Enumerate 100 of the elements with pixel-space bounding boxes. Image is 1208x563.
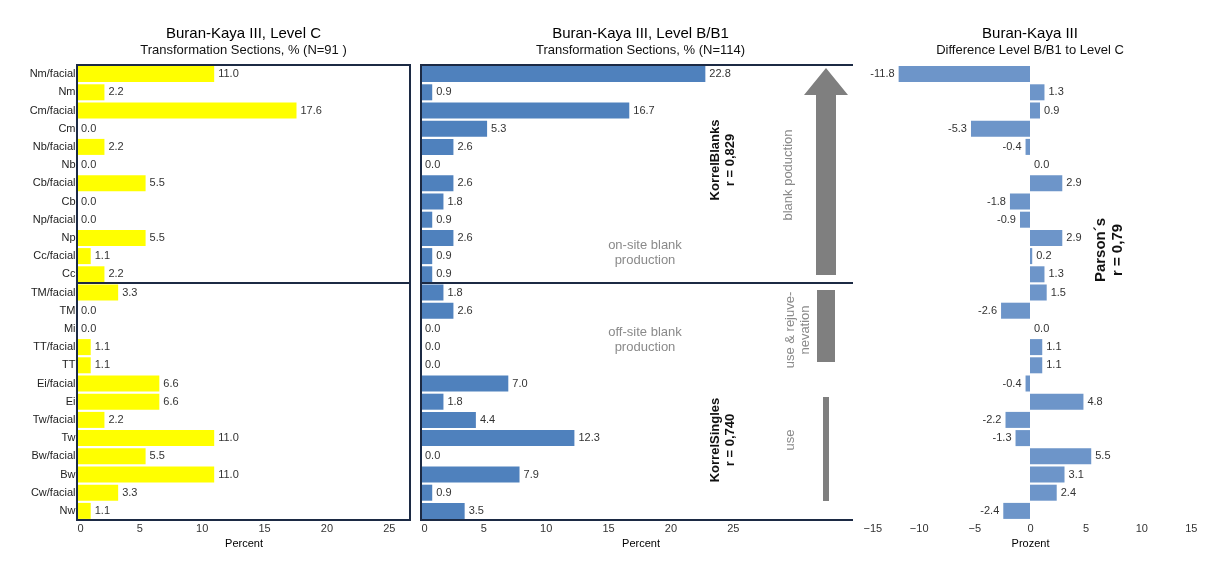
x-tick-label: 25 [727,521,740,534]
bar [77,484,119,501]
annotation: on-site blank production [608,237,683,267]
data-label: 2.6 [457,176,473,189]
data-label: 12.3 [578,431,600,444]
data-label: 0.0 [425,340,441,353]
data-label: 1.8 [447,194,463,207]
data-label: 0.9 [436,267,452,280]
data-label: 3.3 [122,285,138,298]
data-label: 7.0 [512,376,528,389]
data-label: 2.2 [108,139,124,152]
data-label: 2.2 [108,85,124,98]
y-tick-label: Cm/facial [29,103,76,116]
bar [77,430,215,447]
bar [421,411,476,428]
bar [77,375,160,392]
annotation: Parson´s r = 0,79 [1091,217,1125,283]
data-label: -0.9 [997,212,1016,225]
y-tick-label: Nb [61,158,76,171]
bar [77,248,91,265]
x-tick-label: 15 [1185,521,1198,534]
bar [77,266,105,283]
y-tick-label: Nb/facial [32,139,76,152]
data-label: 17.6 [300,103,322,116]
data-label: -1.3 [992,431,1012,444]
data-label: 1.1 [1046,340,1062,353]
x-axis-title: Percent [225,536,263,549]
x-tick-label: 0 [421,521,428,534]
chart-title: Buran-Kaya III, Level B/B1 [552,24,729,41]
y-tick-label: Cb [61,194,76,207]
bar [421,284,444,301]
data-label: 5.5 [149,230,165,243]
annotation: use [782,429,797,451]
data-label: 1.1 [94,358,111,371]
data-label: -11.8 [870,67,895,80]
data-label: 2.9 [1066,230,1082,243]
chart-title: Buran-Kaya III, Level C [165,24,322,41]
data-label: 2.6 [457,139,473,152]
data-label: 5.5 [149,176,165,189]
annotation: KorrelSingles r = 0,740 [707,397,737,483]
x-tick-label: 0 [1027,521,1034,534]
y-tick-label: Cw/facial [30,485,76,498]
data-label: -2.2 [982,412,1002,425]
data-label: 0.9 [436,212,452,225]
x-axis-title: Percent [622,536,660,549]
x-tick-label: 20 [664,521,678,534]
y-tick-label: Nw [59,503,76,516]
x-tick-label: −10 [909,521,929,534]
data-label: 0.0 [81,194,97,207]
data-label: 5.5 [1095,449,1111,462]
chart-subtitle: Transformation Sections, % (N=91 ) [140,42,347,57]
bar [77,411,105,428]
data-label: 2.4 [1060,485,1077,498]
bar [77,466,215,483]
data-label: 1.8 [447,394,463,407]
data-label: 22.8 [709,67,731,80]
data-label: 2.6 [457,230,473,243]
data-label: 0.0 [425,358,441,371]
bar [77,66,215,83]
bar [77,357,91,374]
data-label: 3.3 [122,485,138,498]
data-label: 1.1 [1046,358,1062,371]
annotation: KorrelBlanks r = 0,829 [707,119,737,201]
data-label: 0.2 [1036,249,1052,262]
data-label: 0.9 [1044,103,1060,116]
y-tick-label: Np [61,230,76,243]
x-tick-label: 15 [602,521,615,534]
bar [421,66,706,83]
data-label: 0.9 [436,485,452,498]
data-label: 11.0 [218,467,239,480]
x-tick-label: −5 [968,521,982,534]
bar [421,393,444,410]
data-label: 1.3 [1048,85,1064,98]
bar [421,193,444,210]
x-tick-label: 5 [1083,521,1090,534]
annotation: off-site blank production [608,324,683,354]
data-label: 2.2 [108,267,124,280]
data-label: 4.4 [479,412,496,425]
data-label: 0.9 [436,249,452,262]
bar [77,339,91,356]
bar [421,175,454,192]
data-label: 2.6 [457,303,473,316]
y-tick-label: Nm [58,85,76,98]
x-tick-label: 5 [480,521,487,534]
data-label: 2.9 [1066,176,1082,189]
bar [421,466,520,483]
annotation: blank poduction [780,129,795,221]
y-tick-label: Ei [65,394,76,407]
data-label: 5.3 [491,121,507,134]
data-label: 6.6 [163,376,179,389]
data-label: 11.0 [218,67,239,80]
y-tick-label: TM [59,303,76,316]
y-tick-label: Cc/facial [33,249,76,262]
y-tick-label: Bw [60,467,76,480]
y-tick-label: Np/facial [32,212,76,225]
data-label: -0.4 [1002,139,1022,152]
data-label: 0.0 [425,158,441,171]
chart-subtitle: Transformation Sections, % (N=114) [535,42,746,57]
x-tick-label: 10 [540,521,553,534]
data-label: 0.0 [81,321,97,334]
